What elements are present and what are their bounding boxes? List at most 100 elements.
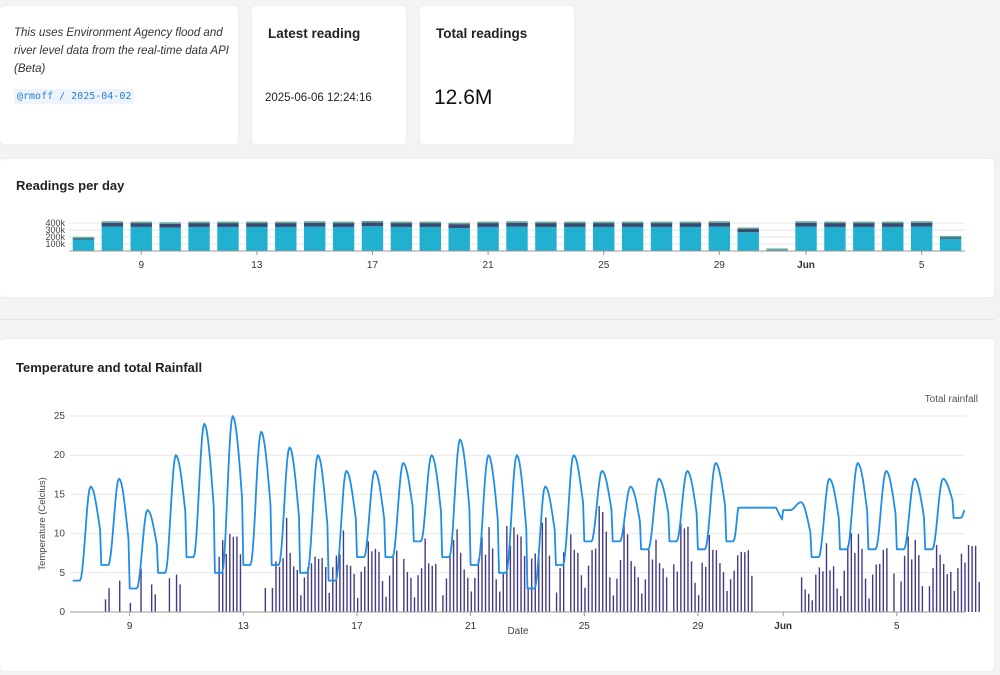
readings-per-day-card: Readings per day 400k 300k 200k 100k 9 13 17 21… [0,159,994,297]
bar-segment [795,222,817,227]
rain-bar [342,530,345,612]
bar-cap [188,221,210,224]
rain-bar [513,527,515,612]
author-date-tag[interactable]: @rmoff / 2025-04-02 [14,89,135,104]
rain-bar [847,545,849,612]
x-tick-label: 21 [483,260,495,271]
y-tick-label: 0 [59,607,65,618]
info-card: This uses Environment Agency flood and r… [0,6,238,144]
rain-bar [641,593,643,612]
bar-cap [448,222,470,225]
rain-bar [911,559,913,612]
y-tick-label: 400k [45,218,65,228]
rain-bar [744,552,746,612]
bar [275,226,297,251]
bar-segment [477,223,499,227]
bar-cap [795,221,817,223]
rain-bar [822,571,824,612]
y-tick-label: 25 [54,411,66,422]
rain-bar [431,565,433,612]
bar [679,226,702,251]
rain-bar [303,577,306,612]
bar-cap [361,220,384,223]
secondary-axis-label: Total rainfall [925,394,978,405]
bar-segment [824,223,846,227]
rain-bar [736,555,739,612]
temperature-rainfall-chart[interactable]: 0 5 10 15 20 25 9 13 17 21 25 29 Jun 5 Date Temperature… [0,339,994,671]
rain-bar [222,540,224,612]
rain-bar [225,553,227,612]
rain-bar [633,566,636,612]
rain-bar [300,595,302,612]
rain-bar [570,534,572,612]
rain-bar [967,544,970,612]
rain-bar [562,552,565,612]
rain-bar [293,566,295,612]
bar [737,232,759,251]
latest-reading-title: Latest reading [268,26,361,41]
rain-bar [584,587,586,612]
rain-bar [900,581,902,612]
rain-bar [616,578,618,612]
rain-bar [317,558,320,612]
rain-bar [346,564,348,612]
rain-bar [413,597,416,612]
rain-bar [868,598,870,612]
rain-bar [545,517,547,612]
rain-bar [385,596,387,612]
bar-cap [853,221,875,224]
rain-bar [697,595,700,612]
rain-bar [388,575,391,612]
bar-cap [679,221,702,224]
rain-bar [435,563,437,612]
bar-cap [910,221,933,223]
latest-reading-card: Latest reading 2025-06-06 12:24:16 [252,6,406,144]
rain-bar [577,552,579,612]
rain-bar [893,573,895,612]
rain-bar [445,578,448,612]
rain-bar [712,549,714,612]
bar-cap [766,248,788,250]
info-text: This uses Environment Agency flood and r… [14,27,229,75]
rain-bar [602,512,604,612]
rain-bar [530,558,533,612]
rain-bar [687,526,689,612]
rain-bar [719,563,721,612]
rain-bar [175,574,178,612]
rain-bar [335,555,338,612]
bar [361,226,384,251]
rain-bar [424,538,426,612]
bar-cap [621,221,644,224]
rain-bar [236,536,238,612]
rain-bar [612,595,615,612]
x-tick-label: 25 [579,621,591,632]
rain-bar [559,568,561,612]
rain-bar [740,551,742,612]
x-tick-label: 29 [714,260,726,271]
rain-bar [971,545,973,612]
rain-bar [119,580,121,612]
rain-bar [495,579,497,612]
y-axis-label: Temperature (Celcius) [37,477,48,570]
rain-bar [477,559,480,612]
rain-bar [829,570,831,612]
rain-bar [939,554,941,612]
rain-bar [285,517,288,612]
rain-bar [644,579,647,612]
rain-bar [356,597,359,612]
x-tick-label: 13 [251,260,263,271]
rain-bar [808,593,810,612]
rain-bar [903,555,906,612]
rain-bar [836,588,838,612]
bar-segment [72,238,95,240]
rain-bar [658,563,661,612]
y-tick-label: 20 [54,450,66,461]
rain-bar [417,575,419,612]
rain-bar [854,552,856,612]
rain-bar [548,555,551,612]
bar-cap [882,221,904,224]
rain-bar [928,586,931,612]
temperature-line [72,415,966,590]
rain-bar [541,522,544,612]
